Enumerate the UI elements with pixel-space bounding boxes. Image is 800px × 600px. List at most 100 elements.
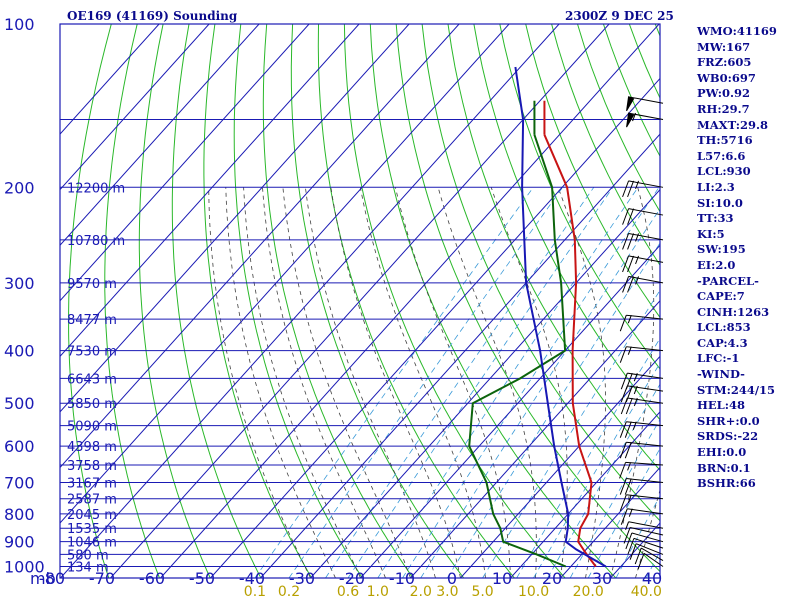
moist-adiabat	[208, 187, 311, 578]
isotherm-line	[360, 244, 660, 578]
wind-barb	[619, 346, 664, 363]
wind-barb-shaft	[635, 543, 664, 555]
wind-barb-half	[628, 508, 633, 517]
moist-adiabat	[437, 187, 537, 578]
wind-barb-shaft	[629, 526, 664, 536]
wind-barb-full	[620, 508, 628, 525]
wind-barb-full	[624, 478, 632, 495]
temperature-tick-label: -20	[339, 569, 365, 588]
height-label: 2587 m	[67, 493, 117, 508]
isotherm-line	[160, 24, 660, 578]
height-label: 5090 m	[67, 420, 117, 435]
moist-adiabats	[208, 187, 660, 578]
dry-adiabat	[421, 24, 660, 522]
index-item: CAPE:7	[697, 289, 745, 304]
isotherm-line	[460, 355, 660, 578]
valid-time: 2300Z 9 DEC 25	[565, 9, 674, 23]
wind-barb	[626, 96, 664, 112]
wind-barb	[629, 543, 664, 560]
mixing-ratio-line	[347, 187, 614, 578]
wind-barb-shaft	[626, 478, 664, 483]
wind-barb	[622, 180, 664, 198]
pressure-tick-label: 800	[4, 505, 35, 524]
index-item: -WIND-	[697, 367, 745, 382]
wind-barb-half	[635, 233, 640, 242]
wind-barb-half	[625, 521, 630, 530]
isotherm-line	[60, 24, 210, 191]
wind-barb-shaft	[631, 532, 664, 543]
index-item: MW:167	[697, 39, 751, 54]
wind-barb-half	[627, 346, 632, 355]
wind-barb	[623, 526, 664, 544]
dry-adiabat	[473, 24, 660, 421]
mixing-ratio-label: 0.6	[337, 584, 359, 600]
moist-adiabat	[225, 187, 336, 578]
pressure-tick-label: 900	[4, 533, 35, 552]
pressure-tick-label: 500	[4, 394, 35, 413]
wind-barb	[637, 552, 664, 570]
wind-barb-shaft	[626, 494, 664, 500]
wind-barb-shaft	[628, 208, 664, 216]
mixing-ratio-label: 20.0	[573, 584, 604, 600]
wind-barb-full	[627, 538, 635, 555]
wind-barb-full	[619, 315, 627, 332]
wind-barb	[620, 508, 664, 525]
height-label: 6643 m	[67, 372, 117, 387]
wind-barb-half	[627, 315, 632, 324]
x-axis-unit-label: mb	[30, 569, 56, 588]
wind-barb-full	[629, 543, 637, 560]
indices-panel: WMO:41169 MW:167 FRZ:605 WB0:697 PW:0.92 RH:2…	[697, 24, 777, 492]
index-item: TH:5716	[697, 133, 753, 148]
temperature-tick-label: 30	[592, 569, 612, 588]
temperature-tick-label: -70	[89, 569, 115, 588]
height-label: 1535 m	[67, 522, 117, 537]
wind-barb-full	[634, 547, 642, 565]
height-label: 10780 m	[67, 234, 125, 249]
wind-barb-half	[633, 372, 638, 382]
index-item: CINH:1263	[697, 304, 770, 319]
pressure-tick-label: 1000	[4, 558, 45, 577]
moist-adiabat	[359, 187, 486, 578]
index-item: -PARCEL-	[697, 273, 759, 288]
temperature-tick-label: 20	[542, 569, 562, 588]
mixing-ratio-line	[447, 242, 660, 578]
dry-adiabat	[68, 24, 112, 578]
isotherm-line	[60, 24, 160, 135]
wind-barb-shaft	[627, 508, 664, 515]
wind-barb-full	[625, 372, 633, 390]
index-item: LI:2.3	[697, 179, 735, 194]
mixing-ratio-line	[533, 362, 660, 578]
wind-barb	[625, 521, 664, 530]
mixing-ratio-line	[288, 187, 563, 578]
isotherm-line	[60, 24, 360, 358]
dry-adiabat	[499, 24, 660, 370]
pressure-tick-label: 600	[4, 437, 35, 456]
moist-adiabat	[305, 187, 436, 578]
isotherm-line	[210, 77, 660, 578]
wind-barb	[620, 397, 664, 415]
wind-barb-full	[619, 494, 627, 511]
wind-barb-shaft	[626, 421, 664, 427]
dry-adiabat	[369, 24, 617, 578]
temperature-tick-label: -40	[239, 569, 265, 588]
wind-barb-full	[627, 255, 635, 273]
index-item: BRN:0.1	[697, 460, 751, 475]
index-item: EI:2.0	[697, 257, 736, 272]
height-label: 9570 m	[67, 277, 117, 292]
mixing-ratio-line	[482, 289, 660, 578]
plot-frame	[59, 23, 661, 579]
index-item: L57:6.6	[697, 148, 746, 163]
wind-barb	[625, 532, 664, 550]
wind-barb	[626, 112, 664, 128]
isotherm-line	[110, 24, 610, 578]
wind-barb-shaft	[628, 255, 664, 263]
isotherm-line	[60, 24, 310, 302]
wind-barb-half	[627, 462, 632, 471]
wind-barb-shaft	[633, 537, 664, 549]
mixing-ratio-label: 2.0	[410, 584, 432, 600]
wind-barb-full	[627, 233, 635, 250]
wind-barb	[619, 314, 664, 332]
mixing-ratio-line	[325, 187, 595, 578]
height-label: 7530 m	[67, 345, 117, 360]
index-item: WB0:697	[697, 70, 756, 85]
